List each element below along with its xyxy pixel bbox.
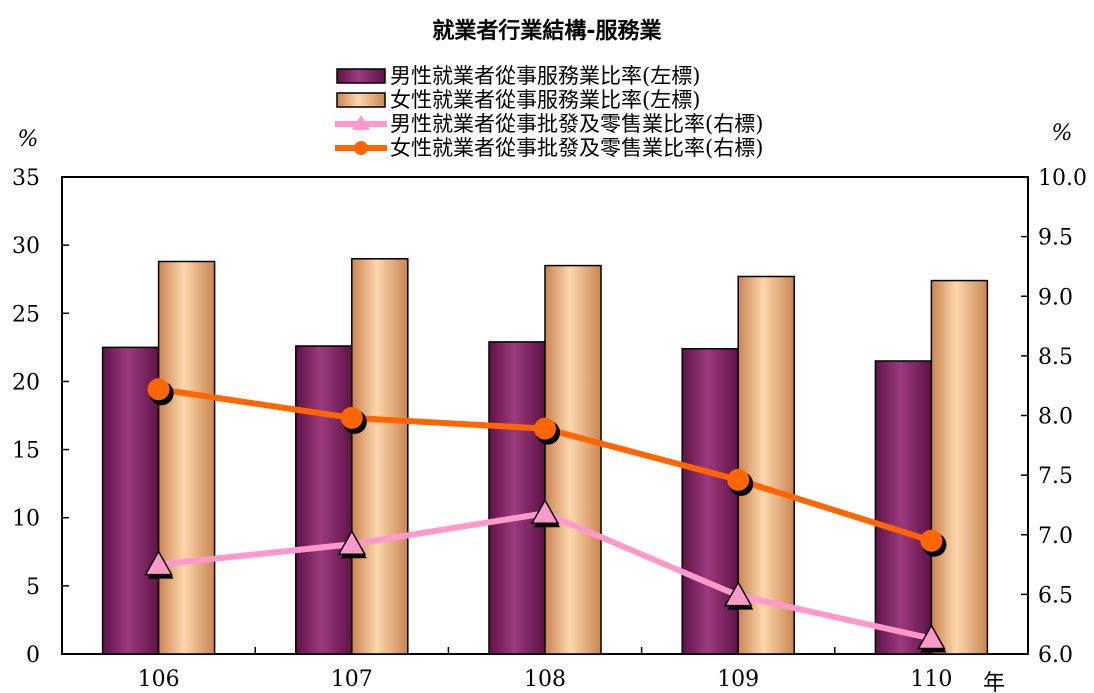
right-tick-label: 10.0 [1038,166,1087,191]
x-tick-label: 108 [524,667,566,692]
right-tick-label: 8.0 [1038,405,1073,430]
bar-series-0-107 [295,345,353,655]
right-tick-label: 6.5 [1038,583,1073,608]
line-point-3-109 [727,468,750,491]
line-point-2-106 [144,550,173,576]
legend-marker [354,141,368,155]
left-tick-label: 10 [12,507,40,532]
line-point-3-106 [147,378,170,401]
right-tick-label: 7.0 [1038,524,1073,549]
x-tick-label: 106 [138,667,180,692]
x-axis-label: 年 [983,671,1005,693]
lines [144,378,947,653]
bar-series-0-110 [874,360,933,655]
line-point-3-107 [340,406,363,429]
right-tick-label: 7.5 [1038,464,1073,489]
line-point-3-108 [534,417,556,440]
bar-series-1-109 [737,275,795,655]
legend-item-3: 女性就業者從事批發及零售業比率(右標) [335,136,763,160]
left-tick-label: 30 [12,234,40,259]
left-tick-label: 15 [12,439,40,464]
legend-label: 女性就業者從事服務業比率(左標) [390,88,700,112]
legend-marker [352,115,370,130]
bar-series-1-106 [157,260,216,655]
line-point-2-109 [723,581,753,607]
bar-series-0-106 [101,346,160,655]
left-tick-label: 35 [12,166,40,191]
right-tick-label: 9.0 [1038,285,1073,310]
legend-swatch [336,68,386,84]
right-tick-label: 6.0 [1038,643,1073,668]
chart-title: 就業者行業結構-服務業 [432,18,662,44]
legend-label: 男性就業者從事批發及零售業比率(右標) [390,112,763,136]
legend-item-0: 男性就業者從事服務業比率(左標) [336,64,700,88]
legend-label: 男性就業者從事服務業比率(左標) [390,64,700,88]
line-point-2-110 [917,623,946,650]
line-point-2-108 [530,498,560,525]
line-point-2-107 [337,529,367,556]
right-axis-unit: % [1052,121,1073,146]
bar-series-1-110 [930,279,989,655]
right-tick-label: 9.5 [1038,226,1073,251]
bar-series-1-107 [351,258,409,655]
bar-series-1-108 [544,264,602,655]
axes: 0 5 10 15 20 25 30 35 6.0 6.5 7.0 7.5 8.0 8.5 9.0 9.5 10… [12,166,1087,692]
x-tick-label: 107 [331,667,373,692]
legend-item-2: 男性就業者從事批發及零售業比率(右標) [335,112,763,136]
left-tick-label: 20 [12,370,40,395]
legend: 男性就業者從事服務業比率(左標)女性就業者從事服務業比率(左標)男性就業者從事批… [335,64,763,160]
legend-swatch [336,92,386,108]
right-tick-label: 8.5 [1038,345,1073,370]
legend-label: 女性就業者從事批發及零售業比率(右標) [390,136,763,160]
bar-series-0-108 [488,341,546,655]
x-tick-label: 109 [717,667,759,692]
left-tick-label: 5 [26,575,40,600]
left-axis-unit: % [18,127,39,152]
x-tick-label: 110 [910,667,952,692]
legend-item-1: 女性就業者從事服務業比率(左標) [336,88,700,112]
left-tick-label: 25 [12,302,40,327]
line-point-3-110 [920,529,943,552]
left-tick-label: 0 [26,643,40,668]
bars [101,258,989,655]
